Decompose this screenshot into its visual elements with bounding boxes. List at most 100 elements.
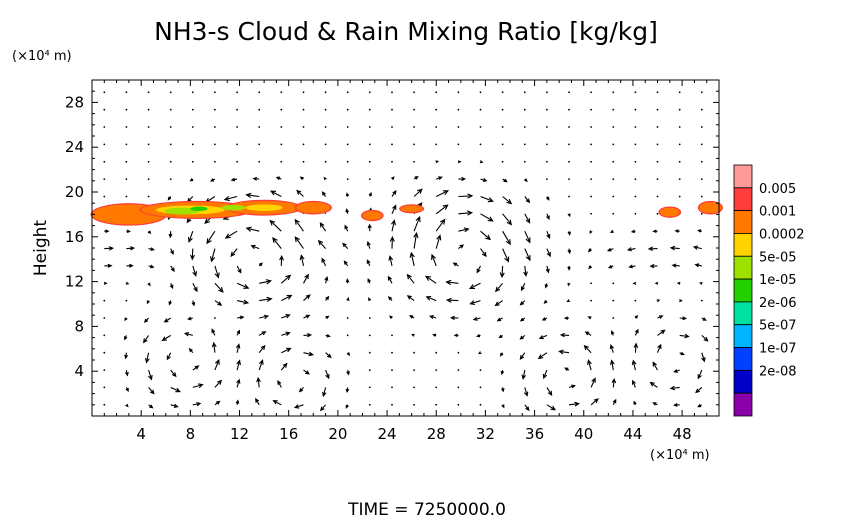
wind-vector-dot <box>103 369 106 371</box>
wind-vector-dot <box>103 91 106 94</box>
wind-vector <box>230 248 238 257</box>
wind-vector-dot <box>368 160 371 163</box>
wind-vector <box>480 230 492 241</box>
wind-vector-dot <box>368 351 371 354</box>
wind-vector <box>211 328 216 336</box>
wind-vector <box>269 219 282 232</box>
wind-vector-dot <box>479 143 482 146</box>
wind-vector <box>673 403 680 407</box>
wind-vector <box>192 365 200 371</box>
wind-vector <box>634 328 639 336</box>
wind-vector-dot <box>590 195 592 198</box>
wind-vector <box>235 399 240 405</box>
colorbar-label: 0.005 <box>759 182 796 197</box>
wind-vector <box>255 397 260 406</box>
wind-vector <box>125 403 129 408</box>
wind-vector <box>519 352 526 361</box>
wind-vector <box>436 176 443 180</box>
wind-vector <box>294 218 304 232</box>
wind-vector-dot <box>457 126 460 128</box>
wind-vector-dot <box>546 126 548 128</box>
wind-vector <box>498 334 503 339</box>
wind-vector-dot <box>590 91 592 94</box>
wind-vector <box>321 191 327 197</box>
y-tick-label: 28 <box>65 93 84 111</box>
wind-vector <box>468 282 481 289</box>
wind-vector <box>589 230 593 234</box>
cloud-patch <box>190 206 208 212</box>
colorbar-label: 2e-08 <box>759 364 797 379</box>
colorbar-label: 0.0002 <box>759 228 805 243</box>
wind-vector <box>587 248 592 253</box>
wind-vector-dot <box>700 126 703 128</box>
colorbar-label: 1e-05 <box>759 273 797 288</box>
wind-vector <box>170 265 175 273</box>
wind-vector-dot <box>700 178 703 181</box>
wind-vector <box>303 369 310 375</box>
wind-vector <box>124 335 128 341</box>
wind-vector-dot <box>302 108 305 111</box>
wind-vector-dot <box>302 160 305 163</box>
wind-vector-dot <box>523 91 526 94</box>
wind-vector-dot <box>678 91 681 94</box>
wind-vector <box>345 404 349 409</box>
wind-vector-dot <box>700 143 703 146</box>
wind-vector-dot <box>413 108 415 111</box>
wind-vector-dot <box>479 108 482 111</box>
wind-vector <box>280 274 292 284</box>
y-tick-label: 16 <box>65 228 84 246</box>
colorbar-label: 0.001 <box>759 205 796 220</box>
wind-vector <box>148 264 155 269</box>
wind-vector <box>469 300 481 306</box>
wind-vector <box>294 236 304 249</box>
wind-vector-dot <box>656 126 659 128</box>
wind-vector-dot <box>501 126 504 128</box>
wind-vector-dot <box>346 143 349 146</box>
wind-vector-dot <box>501 143 504 146</box>
wind-vector-dot <box>214 126 216 128</box>
wind-vector <box>281 347 292 354</box>
wind-vector-dot <box>700 91 703 94</box>
wind-vector <box>697 229 702 233</box>
wind-vector <box>126 229 131 234</box>
wind-vector-dot <box>634 126 637 128</box>
wind-vector-dot <box>435 108 438 111</box>
x-unit-label: (×10⁴ m) <box>650 448 710 463</box>
wind-vector-dot <box>236 160 239 163</box>
wind-vector-dot <box>479 403 482 406</box>
y-tick-label: 8 <box>74 317 84 335</box>
wind-vector-dot <box>125 178 128 181</box>
wind-vector <box>494 282 504 293</box>
wind-vector <box>411 333 415 337</box>
wind-vector <box>424 275 437 284</box>
wind-vector-dot <box>479 126 482 128</box>
wind-vector-dot <box>700 108 703 111</box>
x-tick-label: 12 <box>230 425 249 443</box>
wind-vector-dot <box>368 386 371 389</box>
wind-vector-dot <box>501 160 504 163</box>
y-tick-label: 12 <box>65 273 84 291</box>
wind-vector <box>125 281 130 285</box>
wind-vector <box>188 347 194 354</box>
wind-vector <box>211 341 217 353</box>
wind-vector-dot <box>368 369 371 371</box>
wind-vector-dot <box>236 108 239 111</box>
wind-vector-dot <box>700 195 703 198</box>
wind-vector <box>167 196 172 201</box>
wind-vector <box>323 176 327 181</box>
wind-vector-dot <box>678 143 681 146</box>
colorbar-swatch <box>733 255 753 280</box>
x-axis: 4 8 12 16 20 24 28 32 36 40 44 48 <box>103 80 708 443</box>
wind-vector <box>519 334 526 340</box>
wind-vector <box>147 282 151 287</box>
wind-vector <box>147 230 152 235</box>
wind-vector <box>633 400 637 405</box>
x-tick-label: 16 <box>279 425 298 443</box>
wind-vector <box>480 213 494 222</box>
wind-vector <box>281 294 293 302</box>
wind-vector <box>701 317 707 321</box>
wind-vector <box>431 253 437 267</box>
wind-vector <box>189 248 195 261</box>
wind-vector-dot <box>590 160 592 163</box>
wind-vector <box>701 352 706 363</box>
